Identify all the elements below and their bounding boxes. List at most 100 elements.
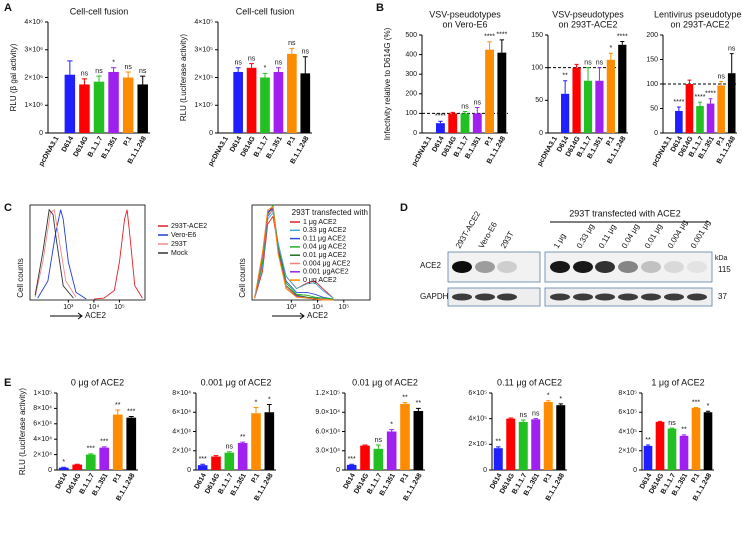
error-bar xyxy=(213,455,219,457)
error-bar xyxy=(558,403,563,406)
error-bar xyxy=(235,67,241,72)
significance-label: ns xyxy=(139,68,147,75)
bar xyxy=(727,73,736,133)
blot-band xyxy=(641,293,661,301)
bar xyxy=(667,428,677,470)
blot-band xyxy=(687,261,707,273)
legend-label: Vero-E6 xyxy=(171,232,196,239)
error-bar xyxy=(687,79,692,84)
y-tick-label: 2×10⁴ xyxy=(172,448,191,455)
bar xyxy=(518,421,528,470)
y-tick-label: 0 xyxy=(39,130,43,137)
error-bar xyxy=(349,463,355,465)
bar xyxy=(493,448,503,470)
legend-label: 0.004 μg ACE2 xyxy=(303,260,350,267)
bar xyxy=(126,417,137,470)
blot-band xyxy=(664,261,684,273)
x-tick-label: P.1 xyxy=(250,472,261,484)
y-axis-label: RLU (Luciferase activity) xyxy=(179,34,188,121)
y-tick-label: 6×10⁴ xyxy=(33,421,52,428)
significance-label: ns xyxy=(520,412,528,419)
error-bar xyxy=(574,63,579,68)
y-tick-label: 2×10⁴ xyxy=(33,451,52,458)
y-tick-label: 0 xyxy=(633,467,637,474)
y-tick-label: 6.0×10⁴ xyxy=(315,428,340,435)
blot-band xyxy=(550,293,570,301)
y-tick-label: 2×10⁵ xyxy=(618,448,637,455)
significance-label: ns xyxy=(474,99,482,106)
bar xyxy=(99,447,110,470)
significance-label: * xyxy=(559,396,562,403)
chart-title: Cell-cell fusion xyxy=(70,6,129,16)
blot-band xyxy=(618,293,638,301)
y-tick-label: 8×10⁴ xyxy=(33,405,52,412)
y-tick-label: 4×10⁴ xyxy=(33,436,52,443)
blot-band xyxy=(550,261,570,273)
y-tick-label: 0 xyxy=(483,467,487,474)
bar xyxy=(108,71,119,133)
blot-band xyxy=(687,293,707,301)
y-tick-label: 3×10⁶ xyxy=(24,47,43,54)
chart-title: 1 μg of ACE2 xyxy=(651,377,704,387)
x-tick-label: P.1 xyxy=(286,135,297,147)
x-tick-label: P.1 xyxy=(112,472,123,484)
blot-band xyxy=(452,261,472,273)
blot-band xyxy=(595,261,615,273)
error-bar xyxy=(140,75,146,85)
bar xyxy=(485,49,494,134)
significance-label: ns xyxy=(226,444,234,451)
blot-strip xyxy=(544,251,713,283)
error-bar xyxy=(67,60,73,75)
legend-label: 0.04 μg ACE2 xyxy=(303,244,346,251)
significance-label: ns xyxy=(288,40,296,47)
bar xyxy=(237,443,248,470)
bar xyxy=(675,110,683,133)
significance-label: * xyxy=(62,459,65,466)
significance-label: ns xyxy=(461,103,469,110)
significance-label: **** xyxy=(695,94,706,101)
significance-label: ns xyxy=(81,71,89,78)
bar xyxy=(717,85,725,133)
error-bar xyxy=(115,409,121,415)
y-tick-label: 1×10⁶ xyxy=(24,102,43,109)
y-axis-label: Cell counts xyxy=(16,258,25,298)
legend-label: 0.33 μg ACE2 xyxy=(303,227,346,234)
significance-label: ** xyxy=(496,439,502,446)
panel-letter: B xyxy=(376,2,384,14)
bar xyxy=(685,84,694,133)
significance-label: ns xyxy=(375,437,383,444)
legend-label: 0.01 μg ACE2 xyxy=(303,252,346,259)
bar xyxy=(346,464,357,470)
significance-label: ns xyxy=(248,55,256,62)
significance-label: * xyxy=(264,65,267,72)
panel-letter: D xyxy=(400,202,408,214)
error-bar xyxy=(676,106,681,111)
y-axis-label: Cell counts xyxy=(238,258,247,298)
bar xyxy=(691,407,701,470)
bar xyxy=(251,413,261,470)
blot-band xyxy=(595,293,615,301)
significance-label: **** xyxy=(496,32,507,39)
bar xyxy=(197,465,208,470)
error-bar xyxy=(521,419,526,422)
bar xyxy=(260,77,270,133)
error-bar xyxy=(462,110,468,114)
y-tick-label: 300 xyxy=(405,71,417,78)
significance-label: *** xyxy=(199,456,207,463)
bar xyxy=(572,67,581,133)
y-tick-label: 8×10⁵ xyxy=(618,390,637,397)
blot-band xyxy=(618,261,638,273)
legend-label: 1 μg ACE2 xyxy=(303,219,337,226)
bar xyxy=(72,464,83,470)
error-bar xyxy=(110,67,117,72)
significance-label: * xyxy=(268,396,271,403)
legend-label: 0.001 μgACE2 xyxy=(303,269,349,276)
legend-label: Mock xyxy=(171,250,188,257)
bar xyxy=(79,84,90,133)
bar xyxy=(93,81,105,133)
y-tick-label: 8×10⁴ xyxy=(172,390,191,397)
y-tick-label: 100 xyxy=(405,110,417,117)
y-tick-label: 150 xyxy=(646,56,658,63)
y-tick-label: 6×10⁵ xyxy=(618,409,637,416)
significance-label: * xyxy=(707,403,710,410)
